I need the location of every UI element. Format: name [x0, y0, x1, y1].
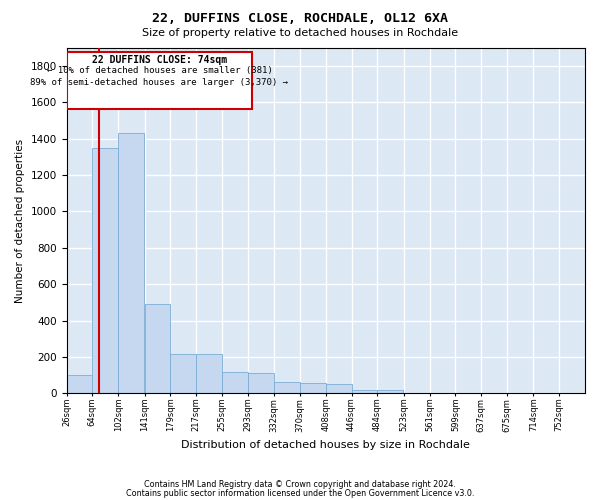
- Bar: [248, 374, 274, 394]
- Bar: [196, 354, 222, 394]
- X-axis label: Distribution of detached houses by size in Rochdale: Distribution of detached houses by size …: [181, 440, 470, 450]
- Text: Size of property relative to detached houses in Rochdale: Size of property relative to detached ho…: [142, 28, 458, 38]
- Bar: [352, 390, 377, 394]
- Text: ← 10% of detached houses are smaller (381): ← 10% of detached houses are smaller (38…: [47, 66, 272, 74]
- Bar: [118, 133, 144, 394]
- Bar: [67, 376, 92, 394]
- Text: Contains public sector information licensed under the Open Government Licence v3: Contains public sector information licen…: [126, 488, 474, 498]
- Bar: [92, 148, 118, 394]
- Text: 22 DUFFINS CLOSE: 74sqm: 22 DUFFINS CLOSE: 74sqm: [92, 55, 227, 65]
- Bar: [300, 382, 326, 394]
- FancyBboxPatch shape: [67, 52, 253, 108]
- Text: 22, DUFFINS CLOSE, ROCHDALE, OL12 6XA: 22, DUFFINS CLOSE, ROCHDALE, OL12 6XA: [152, 12, 448, 26]
- Text: 89% of semi-detached houses are larger (3,370) →: 89% of semi-detached houses are larger (…: [31, 78, 289, 88]
- Bar: [377, 390, 403, 394]
- Bar: [170, 354, 196, 394]
- Bar: [274, 382, 300, 394]
- Y-axis label: Number of detached properties: Number of detached properties: [15, 138, 25, 302]
- Bar: [222, 372, 248, 394]
- Text: Contains HM Land Registry data © Crown copyright and database right 2024.: Contains HM Land Registry data © Crown c…: [144, 480, 456, 489]
- Bar: [326, 384, 352, 394]
- Bar: [145, 304, 170, 394]
